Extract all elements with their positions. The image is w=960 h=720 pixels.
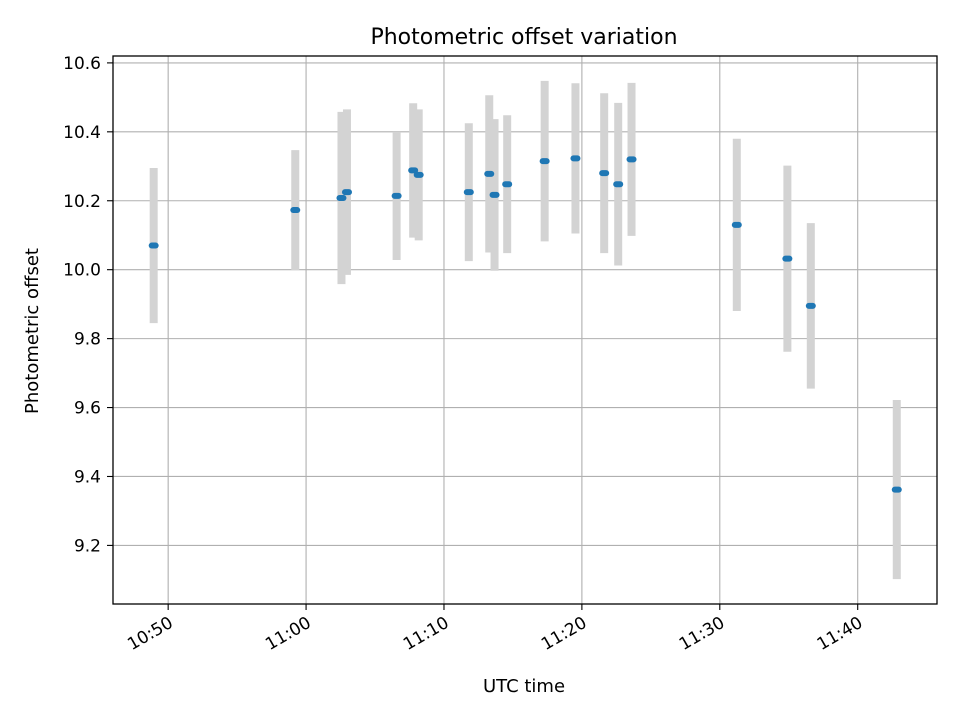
data-point xyxy=(290,207,301,214)
chart-title: Photometric offset variation xyxy=(370,25,677,50)
data-point xyxy=(484,170,495,177)
plot-frame xyxy=(112,55,938,605)
y-tick-label: 9.6 xyxy=(74,399,101,419)
y-tick-label: 9.2 xyxy=(74,536,101,556)
data-point xyxy=(341,189,352,196)
data-point xyxy=(463,189,474,196)
y-axis-ticks: 9.2 9.4 9.6 9.8 10.0 10.2 10.4 10.6 xyxy=(63,54,113,556)
data-point xyxy=(626,156,637,163)
data-point xyxy=(408,167,419,174)
data-point xyxy=(336,194,347,201)
y-tick-label: 10.0 xyxy=(63,261,101,281)
data-point xyxy=(502,181,513,188)
y-tick-label: 10.6 xyxy=(63,54,101,74)
data-point xyxy=(731,221,742,228)
data-point xyxy=(391,192,402,199)
data-point xyxy=(599,170,610,177)
y-axis-label: Photometric offset xyxy=(22,248,43,414)
data-point xyxy=(539,158,550,165)
y-tick-label: 9.4 xyxy=(74,467,101,487)
data-point xyxy=(148,242,159,249)
data-point xyxy=(489,191,500,198)
data-point xyxy=(891,486,902,493)
data-points xyxy=(148,155,902,493)
y-tick-label: 9.8 xyxy=(74,330,101,350)
data-point xyxy=(413,171,424,178)
data-point xyxy=(782,255,793,262)
grid-lines xyxy=(113,56,937,604)
y-tick-label: 10.4 xyxy=(63,123,101,143)
data-point xyxy=(805,302,816,309)
y-tick-label: 10.2 xyxy=(63,192,101,212)
x-axis-label: UTC time xyxy=(483,676,565,697)
data-point xyxy=(613,181,624,188)
data-point xyxy=(570,155,581,162)
